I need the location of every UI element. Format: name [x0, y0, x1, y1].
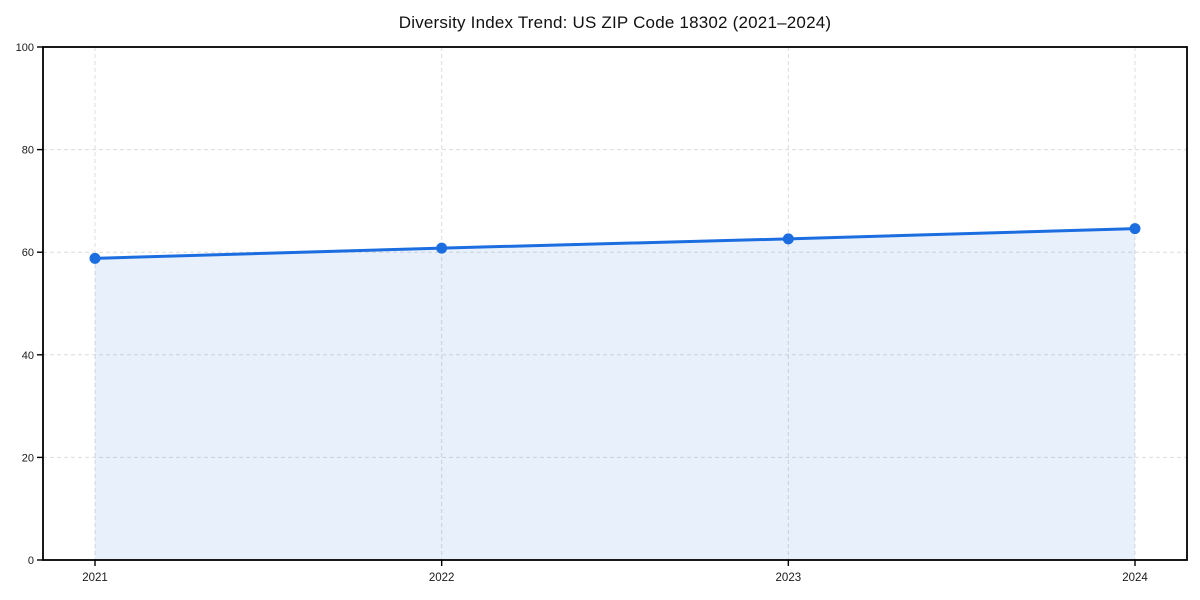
- y-tick-label: 20: [22, 452, 34, 464]
- data-point-marker: [1129, 223, 1141, 235]
- area-fill: [95, 228, 1135, 561]
- y-tick-label: 60: [22, 247, 34, 259]
- y-tick-label: 40: [22, 350, 34, 362]
- x-tick-label: 2021: [82, 572, 108, 584]
- x-tick-label: 2024: [1122, 572, 1148, 584]
- data-point-marker: [89, 252, 101, 264]
- chart-title: Diversity Index Trend: US ZIP Code 18302…: [398, 13, 832, 32]
- x-tick-label: 2023: [776, 572, 802, 584]
- data-point-marker: [436, 242, 448, 254]
- trend-line: [93, 227, 1137, 260]
- data-point-marker: [782, 233, 794, 245]
- x-tick-label: 2022: [429, 572, 455, 584]
- y-tick-label: 80: [22, 145, 34, 157]
- y-tick-label: 100: [16, 42, 34, 54]
- y-tick-label: 0: [28, 555, 34, 567]
- plot-border: [42, 46, 1188, 561]
